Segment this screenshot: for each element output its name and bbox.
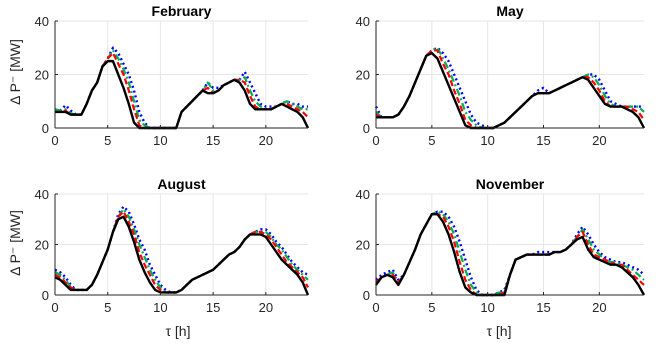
chart-august: 0 5 10 15 20 0 20 40 August xyxy=(35,176,310,315)
series-line-dashdot xyxy=(375,210,645,297)
x-tick-label: 10 xyxy=(480,300,494,315)
y-tick-label: 20 xyxy=(35,68,49,83)
x-tick-label: 0 xyxy=(51,133,58,148)
chart-february: 0 5 10 15 20 0 20 40 February xyxy=(35,3,310,148)
x-tick-label: 15 xyxy=(536,300,550,315)
y-tick-label: 40 xyxy=(356,14,370,29)
y-tick-label: 20 xyxy=(356,68,370,83)
series-line-dotted xyxy=(54,46,308,130)
series-line-solid xyxy=(376,51,646,130)
x-tick-label: 10 xyxy=(153,133,167,148)
y-tick-label: 0 xyxy=(42,288,49,303)
y-tick-label: 0 xyxy=(363,121,370,136)
x-tick-label: 20 xyxy=(259,133,273,148)
y-tick-label: 20 xyxy=(35,238,49,253)
y-axis-label-top: Δ P⁻ [MW] xyxy=(7,39,23,105)
chart-title: August xyxy=(157,176,206,192)
y-tick-label: 0 xyxy=(363,288,370,303)
x-tick-label: 20 xyxy=(592,133,606,148)
x-tick-label: 5 xyxy=(428,133,435,148)
y-tick-label: 40 xyxy=(35,187,49,202)
y-tick-label: 20 xyxy=(356,238,370,253)
chart-title: February xyxy=(152,3,212,19)
y-axis-label-bottom: Δ P⁻ [MW] xyxy=(7,210,23,276)
series-line-dotted xyxy=(54,205,309,294)
y-tick-label: 40 xyxy=(35,14,49,29)
x-tick-label: 15 xyxy=(206,300,220,315)
x-tick-label: 5 xyxy=(104,300,111,315)
x-tick-label: 5 xyxy=(104,133,111,148)
series-line-dashdot xyxy=(54,208,309,294)
x-axis-label-left: τ [h] xyxy=(166,323,191,339)
x-tick-label: 10 xyxy=(480,133,494,148)
y-tick-label: 40 xyxy=(356,187,370,202)
y-tick-label: 0 xyxy=(42,121,49,136)
chart-title: May xyxy=(496,3,523,19)
x-tick-label: 5 xyxy=(428,300,435,315)
x-tick-label: 15 xyxy=(206,133,220,148)
series-line-solid xyxy=(54,215,310,296)
panels: 0 5 10 15 20 0 20 40 February 0 5 10 15 20 0 20 40 May 0 5 1… xyxy=(35,3,646,315)
x-tick-label: 0 xyxy=(51,300,58,315)
x-tick-label: 20 xyxy=(259,300,273,315)
chart-november: 0 5 10 15 20 0 20 40 November xyxy=(356,176,646,315)
x-tick-label: 20 xyxy=(592,300,606,315)
x-tick-label: 0 xyxy=(372,133,379,148)
series-line-solid xyxy=(55,59,310,130)
x-tick-label: 10 xyxy=(153,300,167,315)
series-line-solid xyxy=(375,212,646,297)
chart-title: November xyxy=(476,176,545,192)
chart-may: 0 5 10 15 20 0 20 40 May xyxy=(356,3,646,148)
x-axis-label-right: τ [h] xyxy=(487,323,512,339)
x-tick-label: 15 xyxy=(536,133,550,148)
x-tick-label: 0 xyxy=(372,300,379,315)
